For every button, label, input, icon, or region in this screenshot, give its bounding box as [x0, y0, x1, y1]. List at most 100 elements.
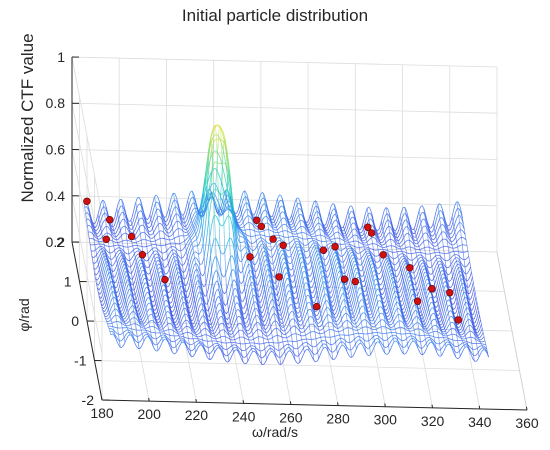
surface-segment — [422, 258, 426, 263]
surface-segment — [152, 266, 156, 273]
surface-segment — [175, 279, 178, 288]
surface-segment — [95, 267, 98, 270]
surface-segment — [460, 262, 464, 266]
surface-segment — [139, 259, 142, 261]
surface-segment — [327, 264, 331, 271]
surface-segment — [197, 208, 201, 216]
surface-segment — [155, 194, 158, 197]
surface-segment — [244, 190, 248, 195]
surface-segment — [385, 264, 388, 271]
surface-segment — [370, 284, 374, 293]
surface-segment — [115, 251, 119, 255]
surface-segment — [142, 273, 145, 275]
surface-segment — [349, 237, 352, 240]
surface-segment — [233, 279, 236, 282]
surface-segment — [173, 317, 176, 320]
surface-segment — [212, 297, 215, 306]
surface-segment — [462, 265, 465, 268]
surface-segment — [423, 257, 427, 260]
surface-segment — [91, 220, 94, 226]
surface-segment — [211, 127, 215, 132]
surface-segment — [328, 269, 332, 276]
surface-segment — [276, 217, 280, 222]
surface-segment — [241, 206, 244, 213]
surface-segment — [87, 218, 91, 221]
surface-segment — [206, 149, 210, 163]
surface-segment — [457, 323, 460, 326]
surface-segment — [291, 249, 295, 255]
surface-segment — [348, 211, 352, 216]
surface-segment — [398, 254, 401, 257]
surface-segment — [312, 245, 315, 249]
surface-segment — [173, 229, 177, 233]
surface-segment — [194, 281, 198, 287]
surface-segment — [327, 280, 331, 284]
surface-segment — [246, 202, 250, 206]
surface-segment — [455, 208, 458, 213]
surface-segment — [280, 253, 284, 257]
surface-segment — [269, 264, 272, 270]
surface-segment — [299, 320, 302, 322]
surface-segment — [320, 255, 324, 259]
surface-segment — [236, 264, 239, 276]
surface-segment — [465, 284, 468, 288]
surface-segment — [456, 293, 460, 302]
surface-segment — [423, 304, 426, 312]
surface-segment — [94, 261, 97, 264]
surface-segment — [126, 227, 129, 232]
surface-segment — [158, 308, 161, 315]
surface-segment — [268, 258, 271, 264]
surface-segment — [334, 312, 337, 316]
surface-segment — [335, 209, 338, 215]
surface-segment — [266, 211, 269, 216]
surface-segment — [258, 241, 261, 244]
surface-segment — [438, 301, 442, 309]
surface-segment — [114, 210, 117, 218]
surface-segment — [371, 255, 374, 260]
surface-segment — [422, 225, 425, 228]
surface-segment — [286, 284, 289, 288]
surface-segment — [113, 241, 116, 243]
surface-segment — [242, 254, 246, 259]
surface-segment — [166, 224, 169, 227]
surface-segment — [201, 258, 205, 265]
surface-segment — [388, 250, 391, 253]
surface-segment — [238, 269, 241, 274]
surface-segment — [298, 316, 301, 318]
surface-segment — [140, 299, 143, 307]
surface-segment — [209, 269, 212, 281]
surface-segment — [455, 225, 458, 230]
surface-segment — [217, 124, 220, 127]
surface-segment — [158, 263, 162, 267]
surface-segment — [116, 254, 119, 259]
surface-segment — [457, 229, 461, 233]
surface-segment — [371, 263, 374, 265]
surface-segment — [326, 269, 329, 273]
surface-segment — [212, 162, 216, 166]
surface-segment — [242, 307, 245, 309]
surface-segment — [349, 291, 352, 298]
surface-segment — [448, 273, 451, 276]
surface-segment — [135, 231, 138, 235]
surface-segment — [292, 224, 295, 228]
surface-segment — [320, 224, 324, 228]
surface-segment — [450, 236, 453, 239]
surface-segment — [402, 260, 405, 264]
surface-segment — [253, 255, 257, 259]
surface-segment — [169, 296, 172, 299]
surface-segment — [469, 271, 472, 278]
surface-segment — [243, 203, 246, 207]
surface-segment — [199, 251, 202, 255]
surface-segment — [256, 257, 259, 263]
surface-segment — [336, 266, 339, 270]
surface-segment — [293, 245, 296, 251]
surface-segment — [193, 270, 196, 277]
surface-segment — [457, 257, 460, 261]
surface-segment — [460, 295, 463, 303]
surface-segment — [124, 275, 127, 280]
surface-segment — [158, 297, 162, 305]
surface-segment — [400, 290, 404, 297]
surface-segment — [285, 215, 288, 221]
surface-segment — [450, 261, 453, 265]
surface-segment — [464, 296, 467, 299]
